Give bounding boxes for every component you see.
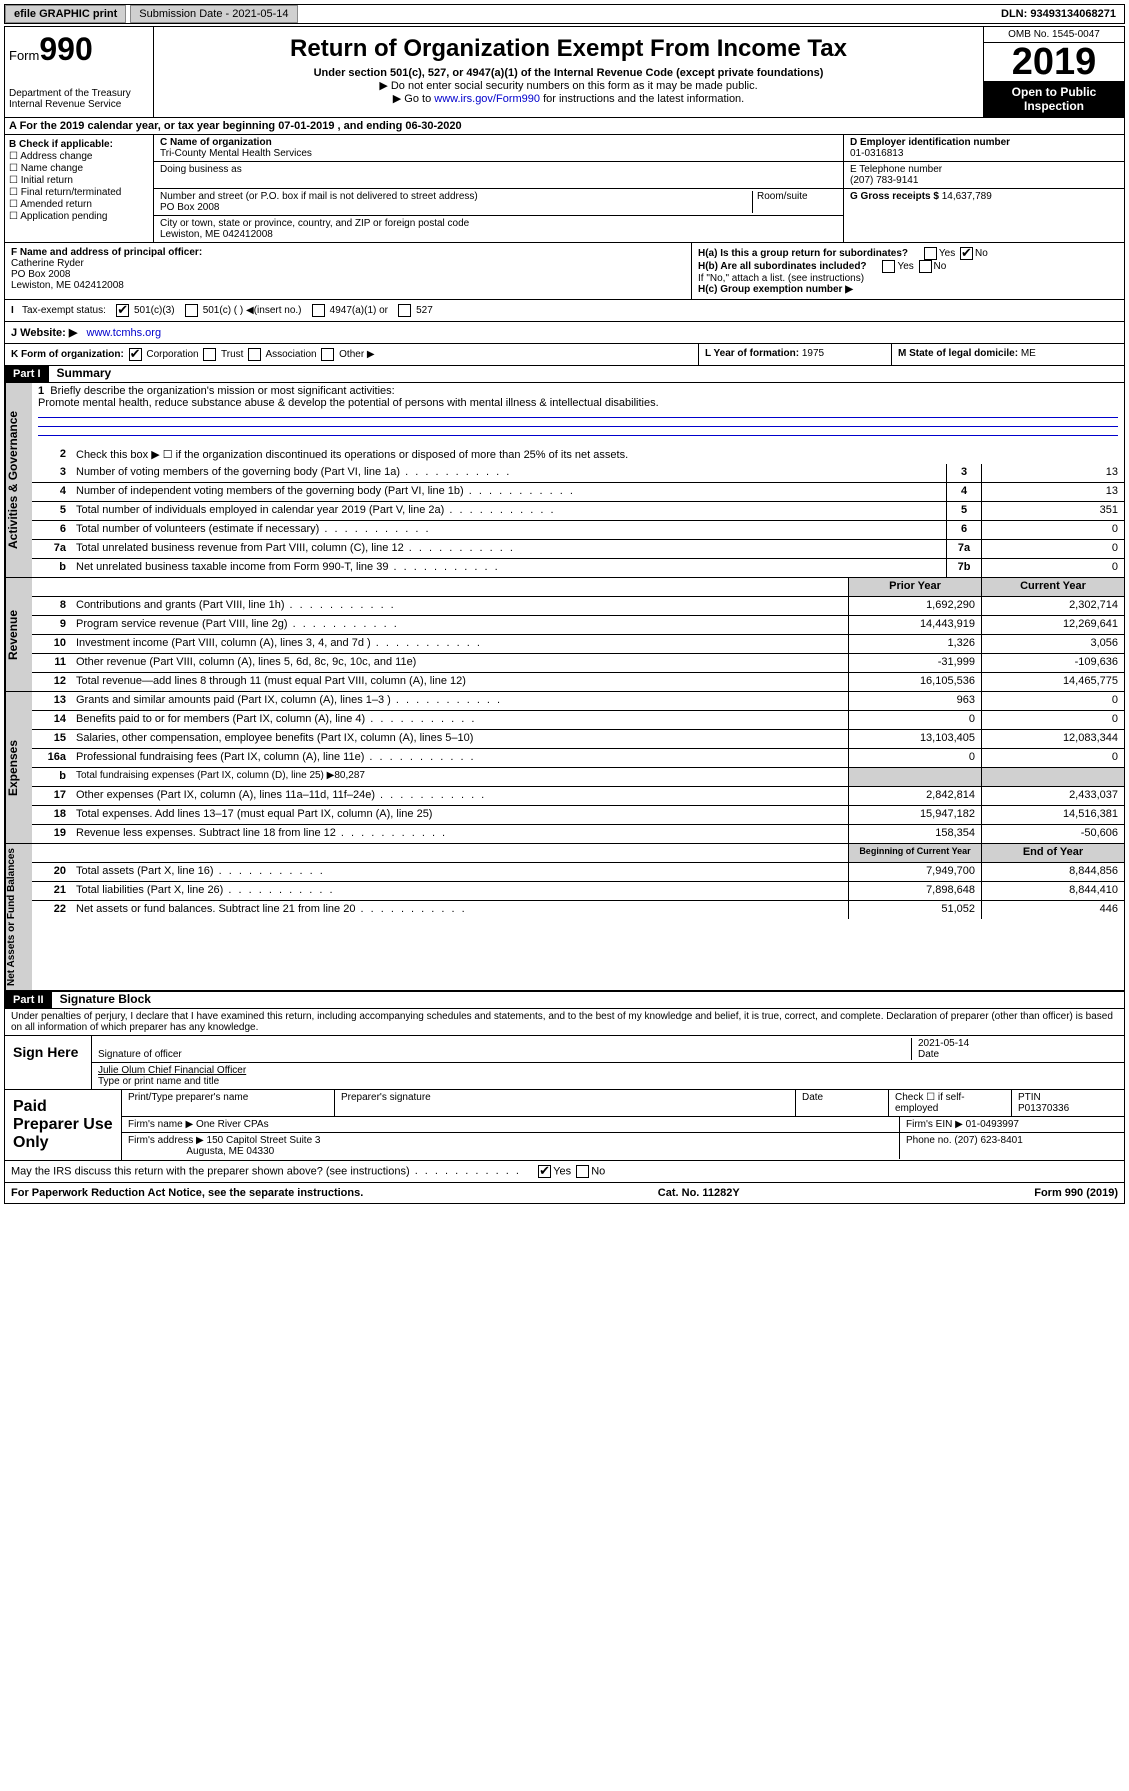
- side-netassets: Net Assets or Fund Balances: [5, 844, 32, 990]
- ptin: P01370336: [1018, 1103, 1069, 1114]
- form-title: Return of Organization Exempt From Incom…: [158, 35, 979, 63]
- k-assoc[interactable]: [248, 348, 261, 361]
- chk-address[interactable]: ☐ Address change: [9, 151, 149, 162]
- chk-amended[interactable]: ☐ Amended return: [9, 199, 149, 210]
- hb-no[interactable]: [919, 260, 932, 273]
- side-expenses: Expenses: [5, 692, 32, 843]
- cat-no: Cat. No. 11282Y: [658, 1187, 740, 1199]
- k-corp[interactable]: [129, 348, 142, 361]
- footer-right: Form 990 (2019): [1034, 1187, 1118, 1199]
- k-trust[interactable]: [203, 348, 216, 361]
- subtitle-2: ▶ Do not enter social security numbers o…: [158, 79, 979, 92]
- c8: 2,302,714: [981, 597, 1124, 615]
- instructions-link[interactable]: www.irs.gov/Form990: [434, 93, 540, 105]
- discuss-no[interactable]: [576, 1165, 589, 1178]
- chk-final[interactable]: ☐ Final return/terminated: [9, 187, 149, 198]
- sign-here-label: Sign Here: [5, 1036, 92, 1089]
- firm-phone: (207) 623-8401: [954, 1135, 1022, 1146]
- 527-chk[interactable]: [398, 304, 411, 317]
- subtitle-1: Under section 501(c), 527, or 4947(a)(1)…: [158, 67, 979, 79]
- gross-receipts: 14,637,789: [942, 191, 992, 202]
- k-other[interactable]: [321, 348, 334, 361]
- chk-initial[interactable]: ☐ Initial return: [9, 175, 149, 186]
- city: Lewiston, ME 042412008: [160, 229, 273, 240]
- side-revenue: Revenue: [5, 578, 32, 691]
- v3: 13: [981, 464, 1124, 482]
- domicile: ME: [1021, 348, 1036, 359]
- chk-name[interactable]: ☐ Name change: [9, 163, 149, 174]
- website-link[interactable]: www.tcmhs.org: [87, 327, 162, 339]
- street: PO Box 2008: [160, 202, 219, 213]
- mission-text: Promote mental health, reduce substance …: [38, 397, 659, 409]
- chk-application[interactable]: ☐ Application pending: [9, 211, 149, 222]
- v5: 351: [981, 502, 1124, 520]
- phone: (207) 783-9141: [850, 175, 918, 186]
- v7a: 0: [981, 540, 1124, 558]
- dept-treasury: Department of the Treasury Internal Reve…: [9, 88, 149, 110]
- dln: DLN: 93493134068271: [993, 6, 1124, 22]
- tax-year: 2019: [984, 43, 1124, 81]
- p8: 1,692,290: [848, 597, 981, 615]
- submission-date: Submission Date - 2021-05-14: [130, 5, 297, 23]
- firm-name: One River CPAs: [196, 1119, 269, 1130]
- discuss-row: May the IRS discuss this return with the…: [5, 1160, 1124, 1182]
- subtitle-3: ▶ Go to www.irs.gov/Form990 for instruct…: [158, 92, 979, 105]
- hb-yes[interactable]: [882, 260, 895, 273]
- efile-btn[interactable]: efile GRAPHIC print: [5, 5, 126, 23]
- v6: 0: [981, 521, 1124, 539]
- ha-no[interactable]: [960, 247, 973, 260]
- ein: 01-0316813: [850, 148, 903, 159]
- firm-ein: 01-0493997: [966, 1119, 1019, 1130]
- tax-exempt-row: I Tax-exempt status: 501(c)(3) 501(c) ( …: [5, 300, 1124, 322]
- period-row: A For the 2019 calendar year, or tax yea…: [5, 118, 1124, 135]
- form-number: Form990: [9, 31, 149, 68]
- org-name: Tri-County Mental Health Services: [160, 148, 312, 159]
- perjury-decl: Under penalties of perjury, I declare th…: [5, 1009, 1124, 1035]
- topbar: efile GRAPHIC print Submission Date - 20…: [4, 4, 1125, 24]
- v7b: 0: [981, 559, 1124, 577]
- ha-yes[interactable]: [924, 247, 937, 260]
- sig-date: 2021-05-14: [918, 1038, 969, 1049]
- 501c-chk[interactable]: [185, 304, 198, 317]
- footer-left: For Paperwork Reduction Act Notice, see …: [11, 1187, 363, 1199]
- discuss-yes[interactable]: [538, 1165, 551, 1178]
- part1-tag: Part I: [5, 366, 49, 382]
- side-governance: Activities & Governance: [5, 383, 32, 577]
- section-b-title: B Check if applicable:: [9, 139, 149, 150]
- officer-name: Catherine Ryder: [11, 258, 84, 269]
- v4: 13: [981, 483, 1124, 501]
- year-formation: 1975: [802, 348, 824, 359]
- paid-preparer-label: Paid Preparer Use Only: [5, 1090, 122, 1160]
- officer-name-title: Julie Olum Chief Financial Officer: [98, 1065, 246, 1076]
- 501c3-chk[interactable]: [116, 304, 129, 317]
- part2-tag: Part II: [5, 992, 52, 1008]
- 4947-chk[interactable]: [312, 304, 325, 317]
- open-inspection: Open to Public Inspection: [984, 81, 1124, 117]
